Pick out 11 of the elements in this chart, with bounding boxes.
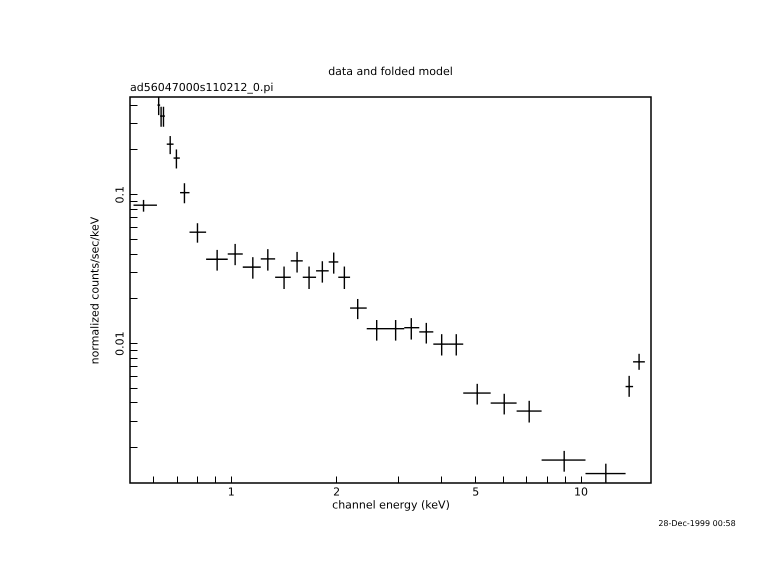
- y-tick-label: 0.01: [114, 331, 126, 356]
- y-tick-label: 0.1: [114, 186, 126, 204]
- text: 28-Dec-1999 00:58: [658, 519, 736, 528]
- chart-title: data and folded model: [328, 65, 453, 78]
- chart-subtitle: ad56047000s110212_0.pi: [130, 81, 274, 94]
- y-axis-title: normalized counts/sec/keV: [88, 216, 102, 364]
- x-tick-label: 10: [574, 486, 588, 498]
- x-tick-label: 2: [333, 486, 340, 498]
- x-tick-label: 5: [472, 486, 480, 498]
- x-axis-title: channel energy (keV): [332, 498, 450, 512]
- x-tick-label: 1: [228, 486, 235, 498]
